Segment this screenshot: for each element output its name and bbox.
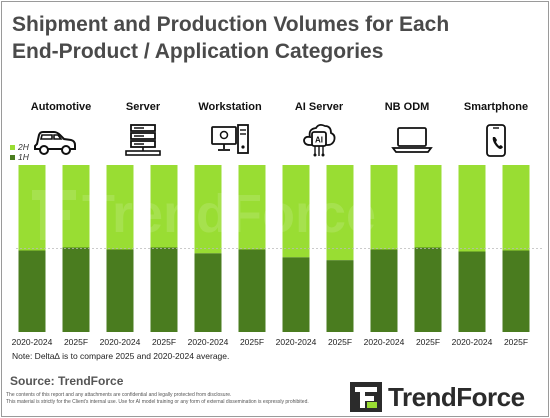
bar-1h-10 — [458, 251, 486, 332]
bar-2h-5 — [238, 165, 266, 250]
workstation-icon — [211, 124, 249, 154]
laptop-icon — [391, 127, 433, 153]
group-label-server: Server — [125, 101, 161, 113]
legend-swatch-2h — [10, 145, 15, 151]
bar-1h-7 — [326, 260, 354, 332]
bar-1h-6 — [282, 257, 310, 332]
legend-item-1h: 1H — [10, 152, 29, 162]
bar-1h-2 — [106, 249, 134, 332]
chart-source: Source: TrendForce — [10, 374, 124, 388]
car-icon — [34, 131, 76, 155]
chart-note: Note: Delta∆ is to compare 2025 and 2020… — [12, 351, 230, 361]
x-tick-label-11: 2025F — [504, 337, 528, 347]
x-tick-label-2: 2020-2024 — [100, 337, 141, 347]
trendforce-logo-text: TrendForce — [388, 382, 525, 412]
chart-title-line-1: Shipment and Production Volumes for Each — [12, 13, 450, 36]
x-tick-label-10: 2020-2024 — [452, 337, 493, 347]
ai-server-icon: AI — [303, 123, 336, 157]
disclaimer-line-2: This material is strictly for the Client… — [6, 399, 309, 405]
group-label-ai-server: AI Server — [294, 101, 344, 113]
smartphone-icon — [486, 124, 506, 157]
server-icon — [125, 124, 161, 156]
x-tick-label-3: 2025F — [152, 337, 176, 347]
bar-1h-3 — [150, 247, 178, 332]
x-tick-label-9: 2025F — [416, 337, 440, 347]
x-tick-label-4: 2020-2024 — [188, 337, 229, 347]
x-tick-label-1: 2025F — [64, 337, 88, 347]
legend-item-2h: 2H — [10, 142, 29, 152]
bar-2h-0 — [18, 165, 46, 251]
bar-1h-9 — [414, 247, 442, 332]
bar-2h-7 — [326, 165, 354, 261]
bar-2h-3 — [150, 165, 178, 248]
bar-1h-5 — [238, 249, 266, 332]
bar-1h-8 — [370, 249, 398, 332]
x-tick-label-7: 2025F — [328, 337, 352, 347]
group-label-smartphone: Smartphone — [463, 101, 529, 113]
x-tick-label-6: 2020-2024 — [276, 337, 317, 347]
bar-2h-1 — [62, 165, 90, 248]
group-label-nb-odm: NB ODM — [384, 101, 430, 113]
disclaimer-line-1: The contents of this report and any atta… — [6, 392, 232, 398]
x-tick-label-8: 2020-2024 — [364, 337, 405, 347]
bar-2h-4 — [194, 165, 222, 254]
bar-2h-8 — [370, 165, 398, 250]
group-label-automotive: Automotive — [30, 101, 92, 113]
bar-1h-0 — [18, 250, 46, 332]
bar-2h-11 — [502, 165, 530, 251]
bar-2h-10 — [458, 165, 486, 252]
trendforce-logo: TrendForce — [350, 382, 540, 412]
chart-title-line-2: End-Product / Application Categories — [12, 40, 384, 63]
legend-label-1h: 1H — [18, 152, 29, 162]
svg-text:AI: AI — [315, 136, 323, 145]
chart-title: Shipment and Production Volumes for Each… — [12, 11, 542, 65]
x-tick-label-5: 2025F — [240, 337, 264, 347]
bar-2h-9 — [414, 165, 442, 248]
group-label-workstation: Workstation — [198, 101, 262, 113]
trendforce-logo-icon — [350, 382, 382, 412]
bar-1h-4 — [194, 253, 222, 332]
x-tick-label-0: 2020-2024 — [12, 337, 53, 347]
bar-2h-6 — [282, 165, 310, 258]
bar-2h-2 — [106, 165, 134, 250]
bar-1h-11 — [502, 250, 530, 332]
bar-1h-1 — [62, 247, 90, 332]
legend-label-2h: 2H — [18, 142, 29, 152]
legend-swatch-1h — [10, 155, 15, 161]
